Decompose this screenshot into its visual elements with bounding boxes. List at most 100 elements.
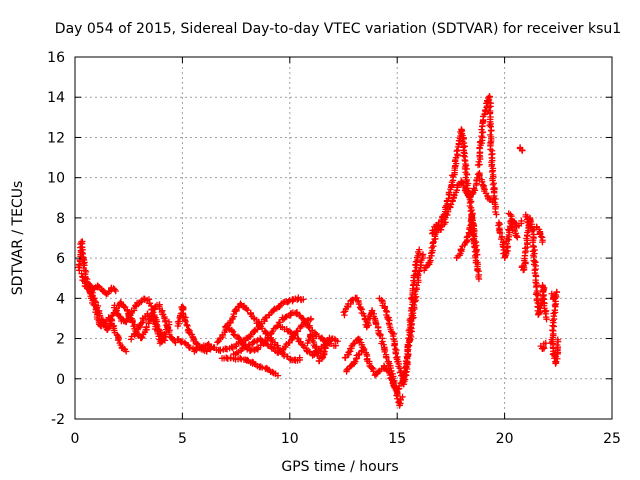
- data-point: [474, 266, 481, 274]
- y-axis-label: SDTVAR / TECUs: [10, 181, 26, 296]
- data-point: [264, 342, 272, 350]
- data-point: [374, 368, 382, 376]
- y-tick-label: 12: [47, 130, 65, 146]
- plot-frame: [74, 56, 613, 420]
- data-point: [182, 318, 189, 325]
- y-tick-label: 2: [56, 332, 65, 348]
- data-point: [165, 318, 173, 326]
- chart-title: Day 054 of 2015, Sidereal Day-to-day VTE…: [55, 21, 621, 37]
- x-tick-label: 25: [603, 431, 621, 447]
- data-point: [412, 267, 420, 274]
- y-tick-label: -2: [51, 412, 65, 428]
- data-point: [294, 334, 301, 342]
- data-point: [326, 334, 333, 342]
- data-point: [408, 295, 415, 302]
- data-point: [466, 194, 473, 201]
- data-point: [405, 342, 413, 349]
- data-point: [476, 161, 483, 168]
- data-point: [384, 315, 392, 323]
- data-point: [484, 192, 491, 200]
- data-point: [407, 315, 414, 322]
- data-point: [78, 270, 85, 277]
- data-point: [404, 341, 411, 348]
- data-point: [307, 315, 315, 323]
- data-point: [128, 333, 135, 340]
- data-point: [75, 261, 83, 268]
- x-axis-label: GPS time / hours: [281, 459, 398, 475]
- data-point: [402, 369, 409, 376]
- data-point: [290, 331, 297, 338]
- x-tick-label: 0: [71, 431, 80, 447]
- data-point: [549, 326, 556, 334]
- data-point: [528, 227, 536, 235]
- data-point: [175, 318, 183, 325]
- data-point: [486, 122, 493, 129]
- data-point: [411, 268, 419, 275]
- data-point: [243, 305, 250, 313]
- data-point: [378, 296, 385, 304]
- y-tick-label: 0: [56, 372, 65, 388]
- data-point: [112, 287, 119, 295]
- y-tick-label: 8: [56, 211, 65, 227]
- data-point: [445, 189, 453, 196]
- data-point: [468, 213, 476, 221]
- data-point: [470, 185, 478, 192]
- data-point: [422, 263, 430, 271]
- data-point: [355, 300, 363, 308]
- data-point: [460, 152, 467, 159]
- data-point: [493, 211, 500, 218]
- data-point: [270, 306, 277, 314]
- data-point: [488, 168, 496, 176]
- data-point: [376, 331, 383, 338]
- data-point: [463, 234, 471, 241]
- data-point: [155, 333, 162, 340]
- data-point: [462, 162, 470, 169]
- data-point: [419, 251, 427, 258]
- data-point: [383, 354, 390, 361]
- data-point: [478, 126, 485, 133]
- data-point: [391, 342, 398, 349]
- data-point: [539, 238, 546, 246]
- data-point: [524, 218, 531, 226]
- y-tick-label: 10: [47, 171, 65, 187]
- data-point: [253, 338, 261, 345]
- data-point: [183, 321, 190, 328]
- data-point: [369, 364, 376, 372]
- data-point: [172, 339, 179, 346]
- data-point: [343, 366, 350, 374]
- data-point: [94, 282, 102, 290]
- data-point: [305, 348, 313, 355]
- data-point: [143, 323, 150, 331]
- data-point: [91, 302, 99, 309]
- data-point: [486, 110, 494, 117]
- data-point: [532, 283, 540, 291]
- y-tick-label: 6: [56, 251, 65, 267]
- data-point: [249, 339, 257, 346]
- data-point: [123, 316, 130, 324]
- data-point: [334, 338, 341, 345]
- data-point: [230, 310, 237, 318]
- data-point: [258, 337, 265, 344]
- data-point: [340, 309, 347, 316]
- data-point: [380, 362, 388, 370]
- data-point: [305, 323, 312, 331]
- data-point: [363, 322, 371, 330]
- data-point: [306, 316, 314, 324]
- x-tick-label: 10: [281, 431, 299, 447]
- data-point: [416, 246, 423, 253]
- y-tick-label: 16: [47, 50, 65, 66]
- data-point: [454, 147, 461, 154]
- data-point: [274, 372, 282, 379]
- data-point: [231, 332, 239, 339]
- data-point: [352, 294, 359, 302]
- data-point: [447, 201, 455, 208]
- data-point: [486, 93, 493, 101]
- data-point: [296, 354, 303, 361]
- x-tick-label: 15: [388, 431, 406, 447]
- x-tick-label: 5: [178, 431, 187, 447]
- data-point: [399, 393, 406, 401]
- data-point: [496, 229, 504, 237]
- data-point: [214, 339, 221, 346]
- y-tick-label: 4: [56, 291, 65, 307]
- data-point: [322, 344, 329, 351]
